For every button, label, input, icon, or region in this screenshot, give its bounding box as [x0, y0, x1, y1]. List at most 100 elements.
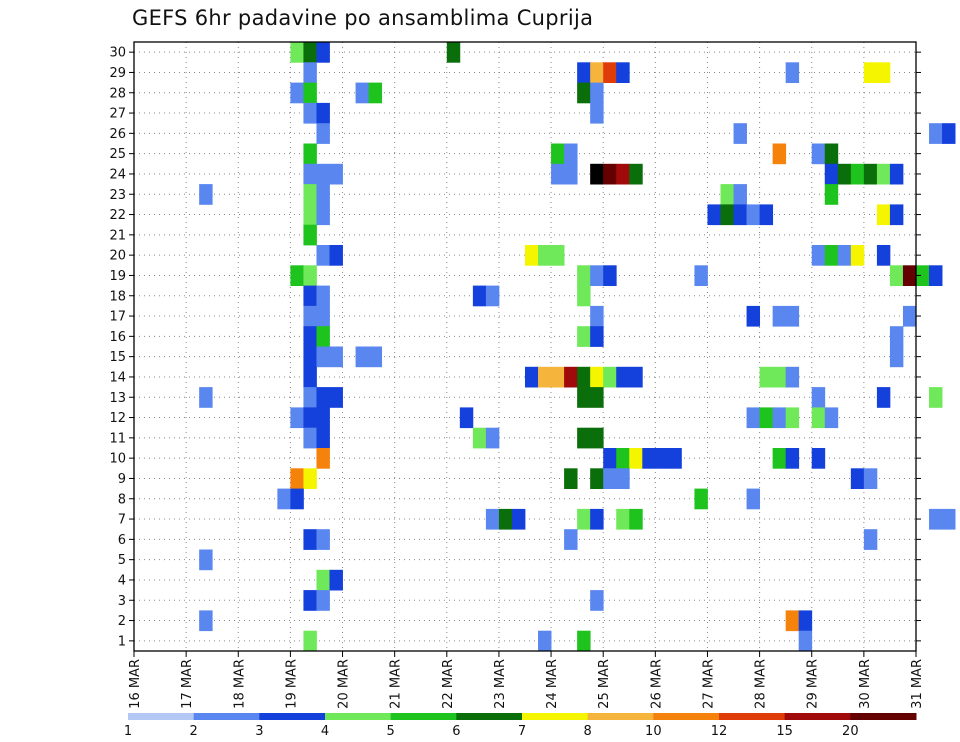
heatmap-cell — [850, 163, 865, 185]
heatmap-cell — [863, 468, 878, 489]
x-tick-label: 26 MAR — [649, 659, 664, 709]
heatmap-cell — [303, 265, 317, 286]
colorbar-swatch — [784, 713, 851, 720]
heatmap-cell — [329, 387, 343, 408]
heatmap-cell — [942, 508, 956, 530]
heatmap-cell — [316, 448, 330, 469]
heatmap-cell — [303, 62, 317, 83]
heatmap-cell — [876, 163, 891, 185]
colorbar-swatch — [259, 713, 326, 720]
heatmap-cell — [303, 82, 317, 104]
heatmap-cell — [329, 163, 343, 185]
heatmap-cell — [785, 305, 800, 327]
heatmap-cell — [303, 427, 317, 449]
heatmap-cell — [824, 163, 839, 185]
heatmap-cell — [290, 468, 304, 489]
x-tick-label: 20 MAR — [337, 659, 352, 709]
heatmap-cell — [303, 366, 317, 388]
colorbar-label: 1 — [124, 724, 132, 739]
heatmap-cell — [824, 407, 839, 429]
heatmap-cell — [525, 245, 539, 266]
colorbar-label: 6 — [452, 724, 460, 739]
heatmap-cell — [577, 82, 591, 104]
colorbar-swatch — [456, 713, 523, 720]
heatmap-cell — [511, 508, 526, 530]
heatmap-cell — [590, 366, 604, 388]
heatmap-cell — [446, 42, 461, 63]
heatmap-cell — [316, 123, 330, 144]
heatmap-cell — [199, 549, 213, 571]
colorbar-swatch — [522, 713, 589, 720]
colorbar-label: 5 — [387, 724, 395, 739]
heatmap-cell — [590, 163, 604, 185]
heatmap-cell — [759, 407, 774, 429]
heatmap-cell — [368, 82, 383, 104]
heatmap-cell — [303, 224, 317, 246]
x-tick-label: 29 MAR — [806, 659, 821, 709]
y-tick-label: 11 — [109, 431, 126, 446]
heatmap-cell — [850, 468, 865, 489]
colorbar-swatch — [719, 713, 786, 720]
heatmap-cell — [564, 143, 578, 165]
heatmap-cell — [785, 407, 800, 429]
y-tick-label: 14 — [109, 370, 126, 385]
heatmap-cell — [577, 326, 591, 347]
heatmap-cell — [655, 448, 669, 469]
heatmap-cell — [368, 346, 383, 368]
heatmap-cell — [355, 346, 369, 368]
y-tick-label: 9 — [118, 472, 126, 487]
heatmap-cell — [616, 62, 630, 83]
heatmap-cell — [902, 305, 917, 327]
heatmap-cell — [772, 305, 787, 327]
y-tick-label: 16 — [109, 330, 126, 345]
heatmap-cell — [316, 102, 330, 124]
heatmap-cell — [551, 366, 565, 388]
heatmap-cell — [316, 184, 330, 205]
x-tick-label: 21 MAR — [389, 659, 404, 709]
heatmap-cell — [290, 488, 304, 510]
heatmap-cell — [811, 387, 826, 408]
heatmap-cell — [720, 204, 734, 226]
heatmap-cell — [929, 265, 943, 286]
heatmap-cell — [303, 326, 317, 347]
heatmap-cell — [942, 123, 956, 144]
heatmap-cell — [590, 305, 604, 327]
heatmap-cell — [199, 610, 213, 632]
y-tick-label: 29 — [109, 66, 126, 81]
y-tick-label: 30 — [109, 46, 126, 61]
heatmap-cell — [577, 62, 591, 83]
heatmap-cell — [525, 366, 539, 388]
heatmap-cell — [772, 143, 787, 165]
heatmap-cell — [876, 62, 891, 83]
heatmap-cell — [746, 407, 760, 429]
heatmap-cell — [603, 163, 617, 185]
heatmap-cell — [590, 265, 604, 286]
colorbar-label: 7 — [518, 724, 526, 739]
colorbar-label: 8 — [584, 724, 592, 739]
y-tick-label: 21 — [109, 228, 126, 243]
heatmap-cell — [303, 305, 317, 327]
plot-frame — [133, 41, 917, 652]
heatmap-cell — [876, 204, 891, 226]
colorbar-label: 10 — [645, 724, 662, 739]
heatmap-cell — [629, 163, 643, 185]
heatmap-cell — [290, 407, 304, 429]
heatmap-cell — [616, 508, 630, 530]
heatmap-cell — [564, 163, 578, 185]
y-tick-label: 8 — [118, 492, 126, 507]
heatmap-cell — [876, 245, 891, 266]
heatmap-cell — [498, 508, 513, 530]
heatmap-cell — [590, 102, 604, 124]
heatmap-cell — [355, 82, 369, 104]
y-tick-label: 4 — [118, 573, 126, 588]
x-tick-label: 30 MAR — [858, 659, 873, 709]
x-tick-label: 25 MAR — [597, 659, 612, 709]
y-tick-label: 15 — [109, 350, 126, 365]
heatmap-cell — [916, 265, 930, 286]
heatmap-cell — [303, 346, 317, 368]
heatmap-cell — [837, 245, 852, 266]
heatmap-cell — [603, 468, 617, 489]
grid — [134, 42, 916, 651]
heatmap-cell — [785, 62, 800, 83]
colorbar-swatch — [325, 713, 392, 720]
